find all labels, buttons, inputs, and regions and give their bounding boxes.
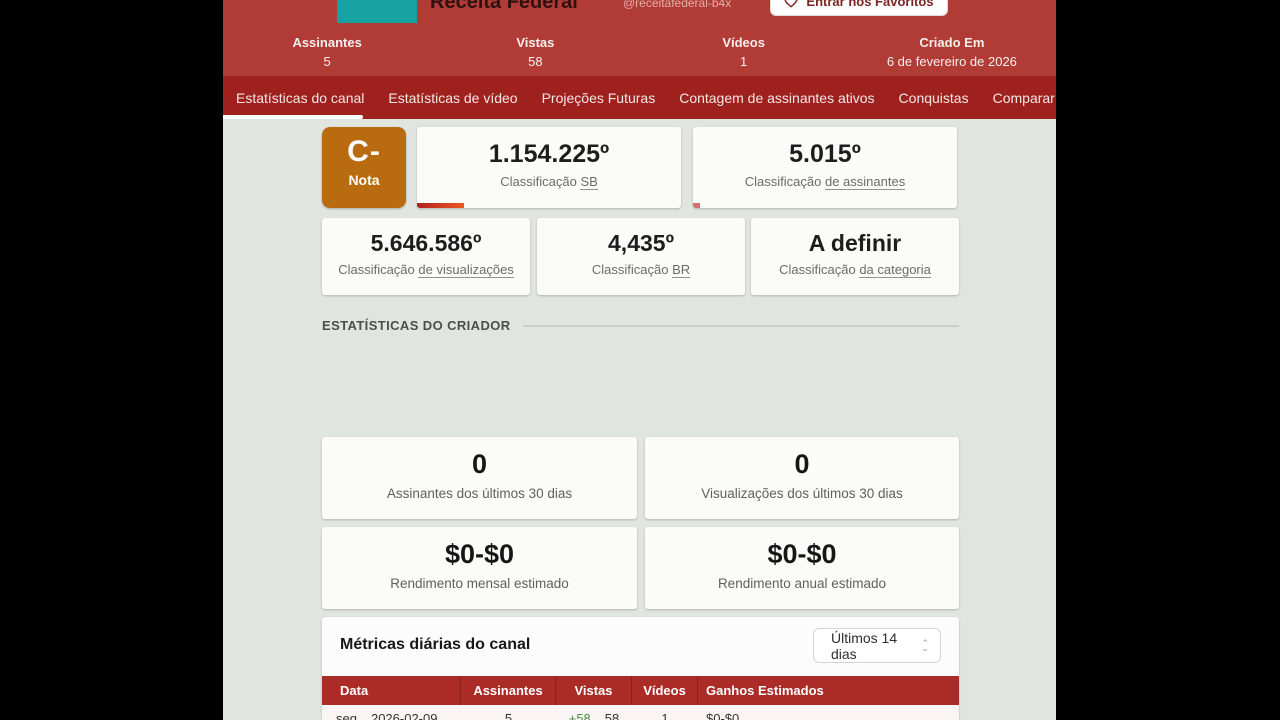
rank-progress-bar xyxy=(417,203,464,208)
rank-label: Classificação da categoria xyxy=(751,262,959,278)
card-value: $0-$0 xyxy=(767,539,837,569)
nav-item-video-stats[interactable]: Estatísticas de vídeo xyxy=(388,89,518,106)
rank-link-views[interactable]: de visualizações xyxy=(418,262,514,278)
nav-item-future-projections[interactable]: Projeções Futuras xyxy=(541,89,656,106)
card-value: 0 xyxy=(794,449,810,479)
rank-value: 5.015º xyxy=(789,140,861,168)
cell-views: +58 58 xyxy=(556,705,632,720)
stat-label: Vídeos xyxy=(722,35,765,50)
cell-views-delta: +58 xyxy=(568,711,591,720)
stat-views: Vistas 58 xyxy=(431,35,639,69)
favorites-button-label: Entrar nos Favoritos xyxy=(806,0,934,9)
rank-link-sb[interactable]: SB xyxy=(580,174,598,190)
rank-progress-bar xyxy=(693,203,700,208)
card-yearly-income: $0-$0 Rendimento anual estimado xyxy=(645,527,959,609)
rank-label-text: Classificação xyxy=(500,174,577,189)
cell-date-value: 2026-02-09 xyxy=(370,711,438,720)
table-row: seg 2026-02-09 5 +58 58 1 $0-$0 xyxy=(322,705,959,720)
column-header-earnings: Ganhos Estimados xyxy=(706,683,824,698)
stat-videos: Vídeos 1 xyxy=(640,35,848,69)
nav-item-compare[interactable]: Comparar xyxy=(992,89,1055,106)
card-views-30d: 0 Visualizações dos últimos 30 dias xyxy=(645,437,959,519)
add-to-favorites-button[interactable]: Entrar nos Favoritos xyxy=(770,0,948,16)
rank-link-subscribers[interactable]: de assinantes xyxy=(824,174,906,190)
grade-label: Nota xyxy=(348,172,380,188)
rank-card-subscribers: 5.015º Classificação de assinantes xyxy=(693,127,957,208)
stat-label: Criado Em xyxy=(919,35,985,50)
stat-value: 1 xyxy=(740,54,748,69)
rank-label: Classificação de assinantes xyxy=(693,174,957,190)
rank-label: Classificação BR xyxy=(537,262,745,278)
daily-metrics-card: Métricas diárias do canal Últimos 14 dia… xyxy=(322,617,959,720)
main-content: C- Nota 1.154.225º Classificação SB 5.01… xyxy=(223,119,1056,720)
rank-value: 4,435º xyxy=(608,230,674,256)
card-value: $0-$0 xyxy=(444,539,515,569)
card-value: 0 xyxy=(471,449,488,479)
metrics-table-header: Data Assinantes Vistas Vídeos Ganhos Est… xyxy=(322,676,959,705)
rank-label-text: Classificação xyxy=(591,262,669,277)
column-header-subscribers: Assinantes xyxy=(461,676,556,705)
card-label: Rendimento mensal estimado xyxy=(390,576,569,591)
rank-card-sb: 1.154.225º Classificação SB xyxy=(417,127,681,208)
stat-value: 58 xyxy=(528,54,543,69)
rank-label: Classificação SB xyxy=(417,174,681,190)
rank-label-text: Classificação xyxy=(338,262,415,277)
grade-card: C- Nota xyxy=(322,127,406,208)
section-title: ESTATÍSTICAS DO CRIADOR xyxy=(322,318,511,333)
rank-value: A definir xyxy=(808,230,902,256)
rank-link-country[interactable]: BR xyxy=(672,262,691,278)
column-header-videos: Vídeos xyxy=(632,676,698,705)
card-label: Visualizações dos últimos 30 dias xyxy=(701,486,903,501)
date-range-select[interactable]: Últimos 14 dias ⌃ ⌄ xyxy=(813,628,941,663)
date-range-value: Últimos 14 dias xyxy=(831,629,898,662)
rank-value: 1.154.225º xyxy=(488,140,610,168)
rank-label: Classificação de visualizações xyxy=(322,262,530,278)
cell-earnings: $0-$0 xyxy=(706,711,740,720)
grade-value: C- xyxy=(347,135,381,168)
rank-label-text: Classificação xyxy=(744,174,822,189)
channel-handle: @receitafederal-b4x xyxy=(623,0,732,10)
rank-label-text: Classificação xyxy=(779,262,856,277)
channel-title: Receita Federal xyxy=(430,0,578,13)
nav-item-achievements[interactable]: Conquistas xyxy=(898,89,969,106)
daily-metrics-title: Métricas diárias do canal xyxy=(340,636,531,653)
rank-card-country: 4,435º Classificação BR xyxy=(537,218,745,295)
card-subscribers-30d: 0 Assinantes dos últimos 30 dias xyxy=(322,437,637,519)
stat-value: 5 xyxy=(323,54,331,69)
cell-weekday: seg xyxy=(336,711,357,720)
stat-subscribers: Assinantes 5 xyxy=(223,35,431,69)
channel-avatar xyxy=(337,0,417,23)
column-header-views: Vistas xyxy=(556,676,632,705)
card-monthly-income: $0-$0 Rendimento mensal estimado xyxy=(322,527,637,609)
rank-link-category[interactable]: da categoria xyxy=(859,262,931,278)
cell-date: seg 2026-02-09 xyxy=(322,705,461,720)
rank-card-views: 5.646.586º Classificação de visualizaçõe… xyxy=(322,218,530,295)
card-label: Rendimento anual estimado xyxy=(717,576,887,591)
nav-item-channel-stats[interactable]: Estatísticas do canal xyxy=(236,89,365,106)
page: Receita Federal @receitafederal-b4x Entr… xyxy=(223,0,1056,720)
creator-stats-section: ESTATÍSTICAS DO CRIADOR xyxy=(322,318,959,333)
card-label: Assinantes dos últimos 30 dias xyxy=(386,486,573,501)
stat-label: Assinantes xyxy=(292,35,362,50)
column-header-date: Data xyxy=(322,676,461,705)
rank-card-category: A definir Classificação da categoria xyxy=(751,218,959,295)
active-tab-underline xyxy=(223,115,363,119)
section-nav: Estatísticas do canal Estatísticas de ví… xyxy=(223,76,1056,119)
heart-icon xyxy=(784,0,798,8)
cell-videos: 1 xyxy=(661,711,669,720)
rank-value: 5.646.586º xyxy=(370,230,482,256)
channel-header: Receita Federal @receitafederal-b4x Entr… xyxy=(223,0,1056,76)
header-stats: Assinantes 5 Vistas 58 Vídeos 1 Criado E… xyxy=(223,35,1056,69)
stat-label: Vistas xyxy=(516,35,555,50)
stat-value: 6 de fevereiro de 2026 xyxy=(886,54,1017,69)
cell-views-total: 58 xyxy=(604,711,620,720)
nav-item-active-subscriber-count[interactable]: Contagem de assinantes ativos xyxy=(679,89,875,106)
up-down-chevrons-icon: ⌃ ⌄ xyxy=(921,637,929,653)
section-divider xyxy=(522,324,959,327)
stat-created: Criado Em 6 de fevereiro de 2026 xyxy=(848,35,1056,69)
cell-subscribers: 5 xyxy=(504,711,513,720)
